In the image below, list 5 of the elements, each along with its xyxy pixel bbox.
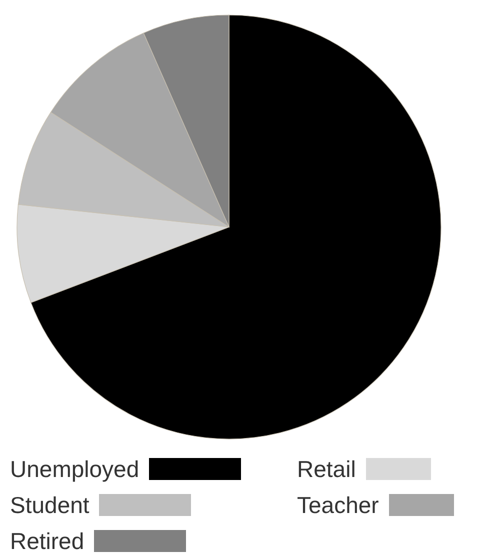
legend-label: Retired bbox=[10, 527, 84, 554]
legend-label: Student bbox=[10, 491, 90, 519]
legend-label: Retail bbox=[297, 455, 356, 483]
legend-label: Unemployed bbox=[10, 455, 140, 483]
legend-label: Teacher bbox=[297, 491, 379, 519]
